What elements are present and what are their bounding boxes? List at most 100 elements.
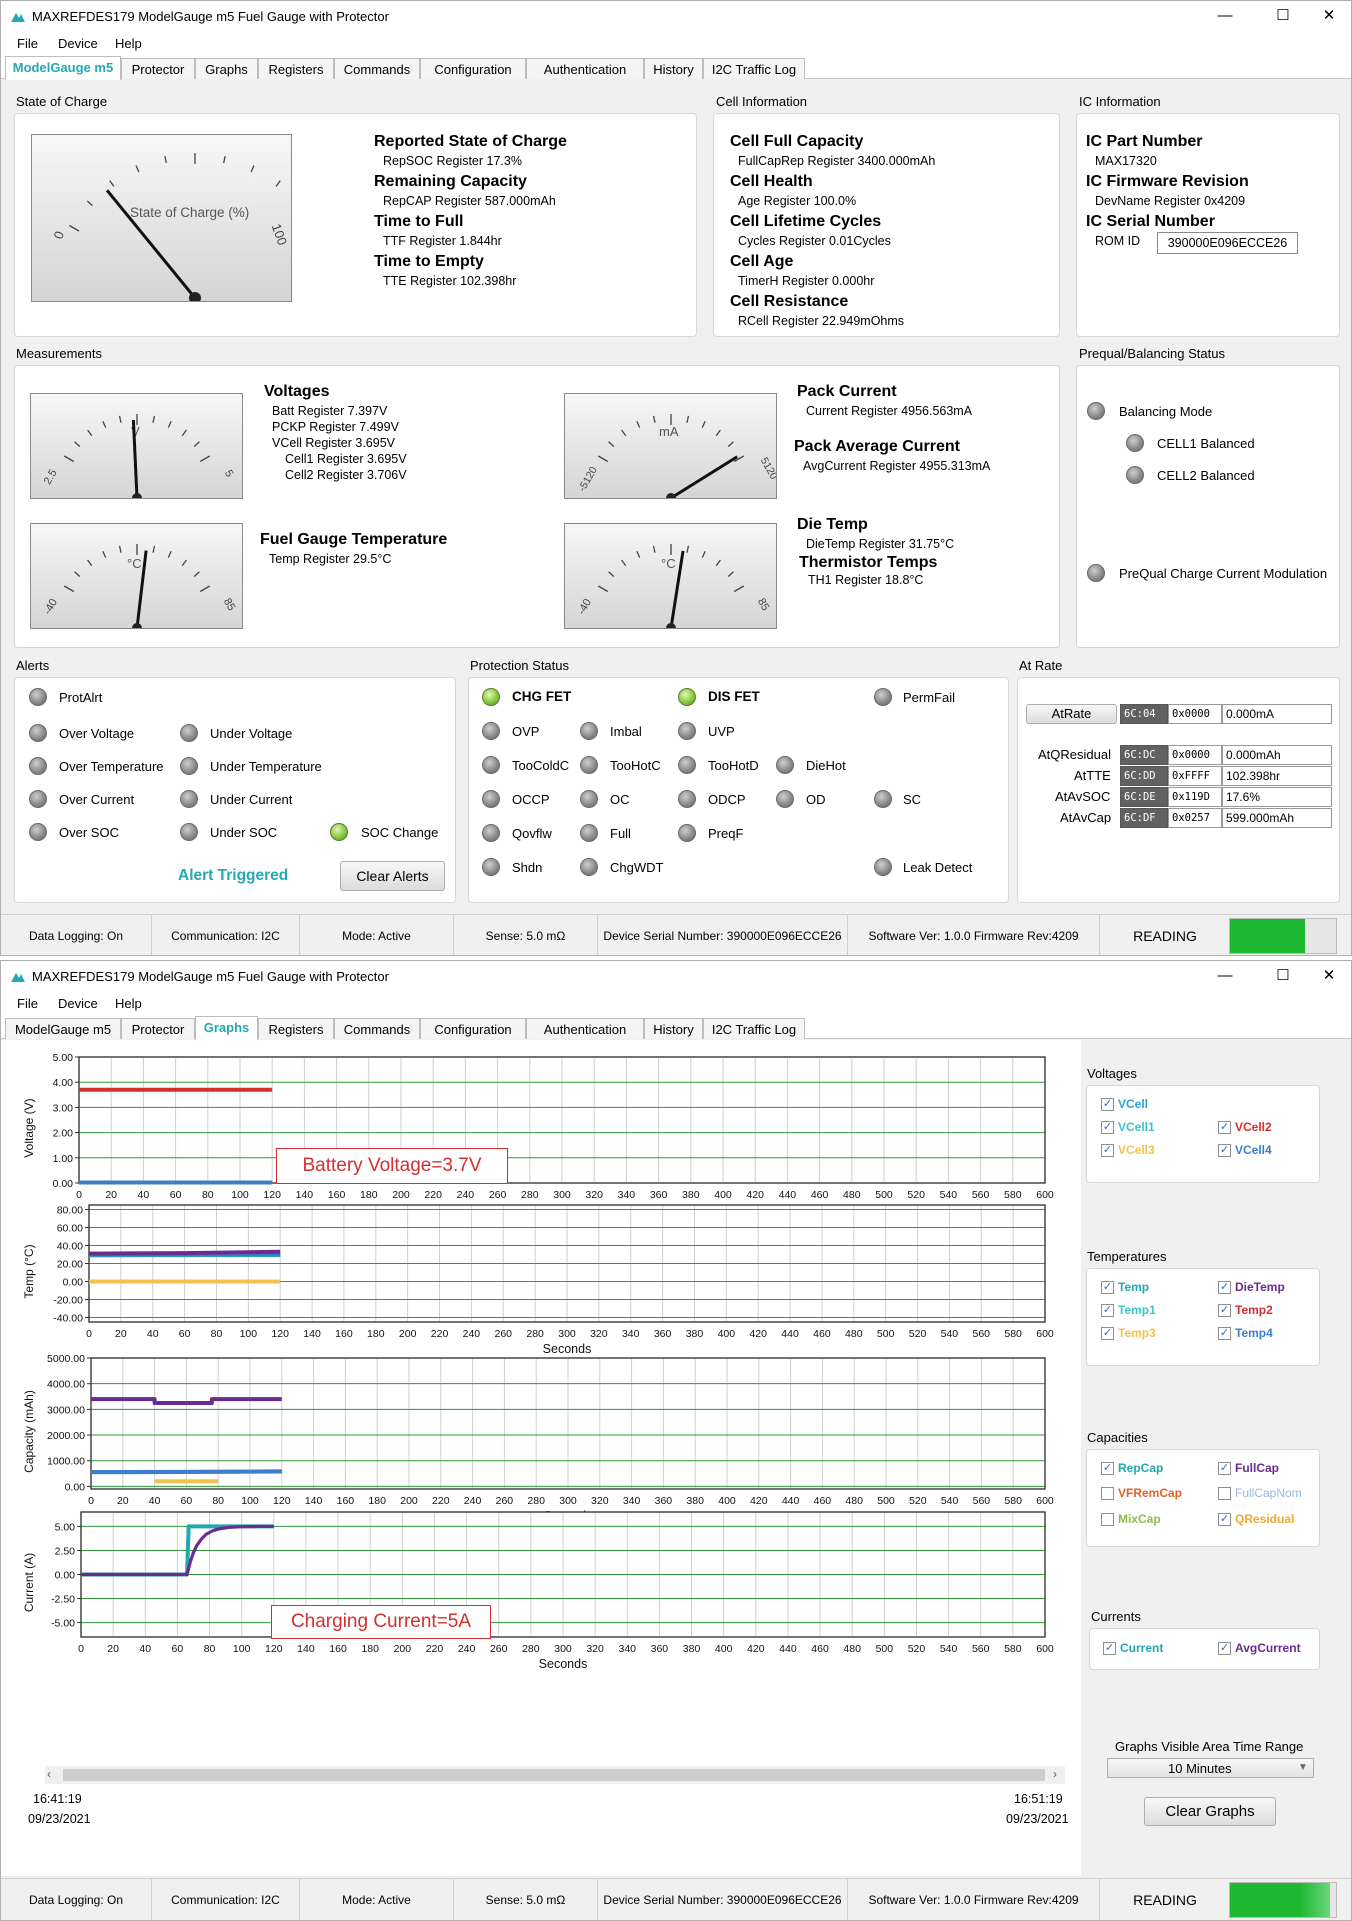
tab-authentication[interactable]: Authentication <box>526 58 644 79</box>
avgcurrent-legend-label[interactable]: AvgCurrent <box>1235 1641 1301 1655</box>
time-range-dropdown[interactable]: 10 Minutes ▼ <box>1107 1758 1314 1778</box>
ic-group-label: IC Information <box>1079 94 1161 109</box>
vfremcap-checkbox[interactable]: ✓ <box>1101 1487 1114 1500</box>
gauge-tick <box>621 559 627 567</box>
sc-label: SC <box>903 792 922 807</box>
current-checkbox[interactable]: ✓ <box>1103 1642 1116 1655</box>
tab-commands[interactable]: Commands <box>334 1018 420 1039</box>
fullcap-checkbox[interactable]: ✓ <box>1218 1462 1231 1475</box>
minimize-button-2[interactable]: — <box>1217 967 1233 984</box>
vcell3-legend-label[interactable]: VCell3 <box>1118 1143 1155 1157</box>
vcell2-checkbox[interactable]: ✓ <box>1218 1121 1231 1134</box>
scroll-thumb[interactable] <box>63 1769 1045 1781</box>
tab-graphs[interactable]: Graphs <box>195 58 258 79</box>
status-software-version: Software Ver: 1.0.0 Firmware Rev:4209 <box>848 1879 1100 1920</box>
vcell1-legend-label[interactable]: VCell1 <box>1118 1120 1155 1134</box>
tab-modelgauge[interactable]: ModelGauge m5 <box>5 1018 121 1039</box>
tab-modelgauge[interactable]: ModelGauge m5 <box>5 56 121 80</box>
x-tick-label: 520 <box>908 1643 926 1655</box>
vcell1-checkbox[interactable]: ✓ <box>1101 1121 1114 1134</box>
tab-i2c-traffic-log[interactable]: I2C Traffic Log <box>703 58 805 79</box>
chevron-down-icon[interactable]: ▼ <box>1298 1762 1308 1773</box>
soc-remaining-heading: Remaining Capacity <box>374 173 527 190</box>
under-voltage-indicator <box>180 724 198 742</box>
close-button[interactable]: ✕ <box>1322 7 1336 24</box>
tab-graphs[interactable]: Graphs <box>195 1016 258 1040</box>
menu-file[interactable]: File <box>17 36 38 51</box>
atrate-value[interactable]: 0.000mA <box>1222 704 1332 724</box>
vcell4-checkbox[interactable]: ✓ <box>1218 1144 1231 1157</box>
temp-legend-label[interactable]: Temp <box>1118 1280 1150 1294</box>
vfremcap-legend-label[interactable]: VFRemCap <box>1118 1486 1183 1500</box>
fullcapnom-checkbox[interactable]: ✓ <box>1218 1487 1231 1500</box>
tab-commands[interactable]: Commands <box>334 58 420 79</box>
clear-alerts-button[interactable]: Clear Alerts <box>340 861 445 891</box>
menu-device[interactable]: Device <box>58 36 98 51</box>
clear-graphs-button[interactable]: Clear Graphs <box>1144 1797 1276 1826</box>
current-legend-label[interactable]: Current <box>1120 1641 1164 1655</box>
chgwdt-label: ChgWDT <box>610 860 664 875</box>
repcap-checkbox[interactable]: ✓ <box>1101 1462 1114 1475</box>
atrate-hex[interactable]: 0x0000 <box>1168 704 1222 724</box>
temp1-legend-label[interactable]: Temp1 <box>1118 1303 1156 1317</box>
mixcap-checkbox[interactable]: ✓ <box>1101 1513 1114 1526</box>
tab-configuration[interactable]: Configuration <box>420 58 526 79</box>
attte-label: AtTTE <box>1074 768 1111 783</box>
temp3-legend-label[interactable]: Temp3 <box>1118 1326 1156 1340</box>
repcap-legend-label[interactable]: RepCap <box>1118 1461 1164 1475</box>
voltages-legend-title: Voltages <box>1087 1066 1137 1081</box>
tab-protector[interactable]: Protector <box>121 1018 195 1039</box>
rom-id-field[interactable]: 390000E096ECCE26 <box>1157 232 1298 254</box>
capacities-legend: ✓ RepCap ✓ FullCap ✓ VFRemCap ✓ FullCapN… <box>1086 1449 1320 1547</box>
temp2-checkbox[interactable]: ✓ <box>1218 1304 1231 1317</box>
mixcap-legend-label[interactable]: MixCap <box>1118 1512 1161 1526</box>
temp4-checkbox[interactable]: ✓ <box>1218 1327 1231 1340</box>
menu-device[interactable]: Device <box>58 996 98 1011</box>
vcell4-legend-label[interactable]: VCell4 <box>1235 1143 1272 1157</box>
gauge-tick <box>597 585 609 593</box>
gauge-tick <box>193 571 200 577</box>
temp-checkbox[interactable]: ✓ <box>1101 1281 1114 1294</box>
fullcapnom-legend-label[interactable]: FullCapNom <box>1235 1486 1302 1500</box>
series-vfremcap <box>90 1469 282 1475</box>
tab-registers[interactable]: Registers <box>258 1018 334 1039</box>
y-axis-label: Capacity (mAh) <box>22 1390 36 1473</box>
temp1-checkbox[interactable]: ✓ <box>1101 1304 1114 1317</box>
y-tick-label: 0.00 <box>65 1481 86 1493</box>
tab-history[interactable]: History <box>644 58 703 79</box>
menu-file[interactable]: File <box>17 996 38 1011</box>
vcell3-checkbox[interactable]: ✓ <box>1101 1144 1114 1157</box>
time-scrollbar[interactable]: ‹ › <box>45 1766 1065 1784</box>
atrate-button[interactable]: AtRate <box>1026 704 1117 724</box>
menu-help[interactable]: Help <box>115 36 142 51</box>
temp3-checkbox[interactable]: ✓ <box>1101 1327 1114 1340</box>
tab-history[interactable]: History <box>644 1018 703 1039</box>
fuel-gauge-temp-gauge: °C -40 85 <box>30 523 243 629</box>
tab-registers[interactable]: Registers <box>258 58 334 79</box>
tab-i2c-traffic-log[interactable]: I2C Traffic Log <box>703 1018 805 1039</box>
temp2-legend-label[interactable]: Temp2 <box>1235 1303 1273 1317</box>
vcell-legend-label[interactable]: VCell <box>1118 1097 1149 1111</box>
maximize-button-2[interactable]: ☐ <box>1276 967 1290 984</box>
dietemp-checkbox[interactable]: ✓ <box>1218 1281 1231 1294</box>
qresidual-checkbox[interactable]: ✓ <box>1218 1513 1231 1526</box>
dietemp-legend-label[interactable]: DieTemp <box>1235 1280 1285 1294</box>
vcell-checkbox[interactable]: ✓ <box>1101 1098 1114 1111</box>
avgcurrent-checkbox[interactable]: ✓ <box>1218 1642 1231 1655</box>
qresidual-legend-label[interactable]: QResidual <box>1235 1512 1295 1526</box>
temp4-legend-label[interactable]: Temp4 <box>1235 1326 1273 1340</box>
tab-configuration[interactable]: Configuration <box>420 1018 526 1039</box>
menu-help[interactable]: Help <box>115 996 142 1011</box>
maximize-button[interactable]: ☐ <box>1276 7 1290 24</box>
close-button-2[interactable]: ✕ <box>1322 967 1336 984</box>
scroll-left-icon[interactable]: ‹ <box>47 1767 51 1781</box>
scroll-right-icon[interactable]: › <box>1053 1767 1057 1781</box>
vcell2-legend-label[interactable]: VCell2 <box>1235 1120 1272 1134</box>
occp-indicator <box>482 790 500 808</box>
fullcap-legend-label[interactable]: FullCap <box>1235 1461 1279 1475</box>
shdn-indicator <box>482 858 500 876</box>
minimize-button[interactable]: — <box>1217 7 1233 24</box>
tab-authentication[interactable]: Authentication <box>526 1018 644 1039</box>
tab-protector[interactable]: Protector <box>121 58 195 79</box>
gauge-tick <box>87 429 93 437</box>
